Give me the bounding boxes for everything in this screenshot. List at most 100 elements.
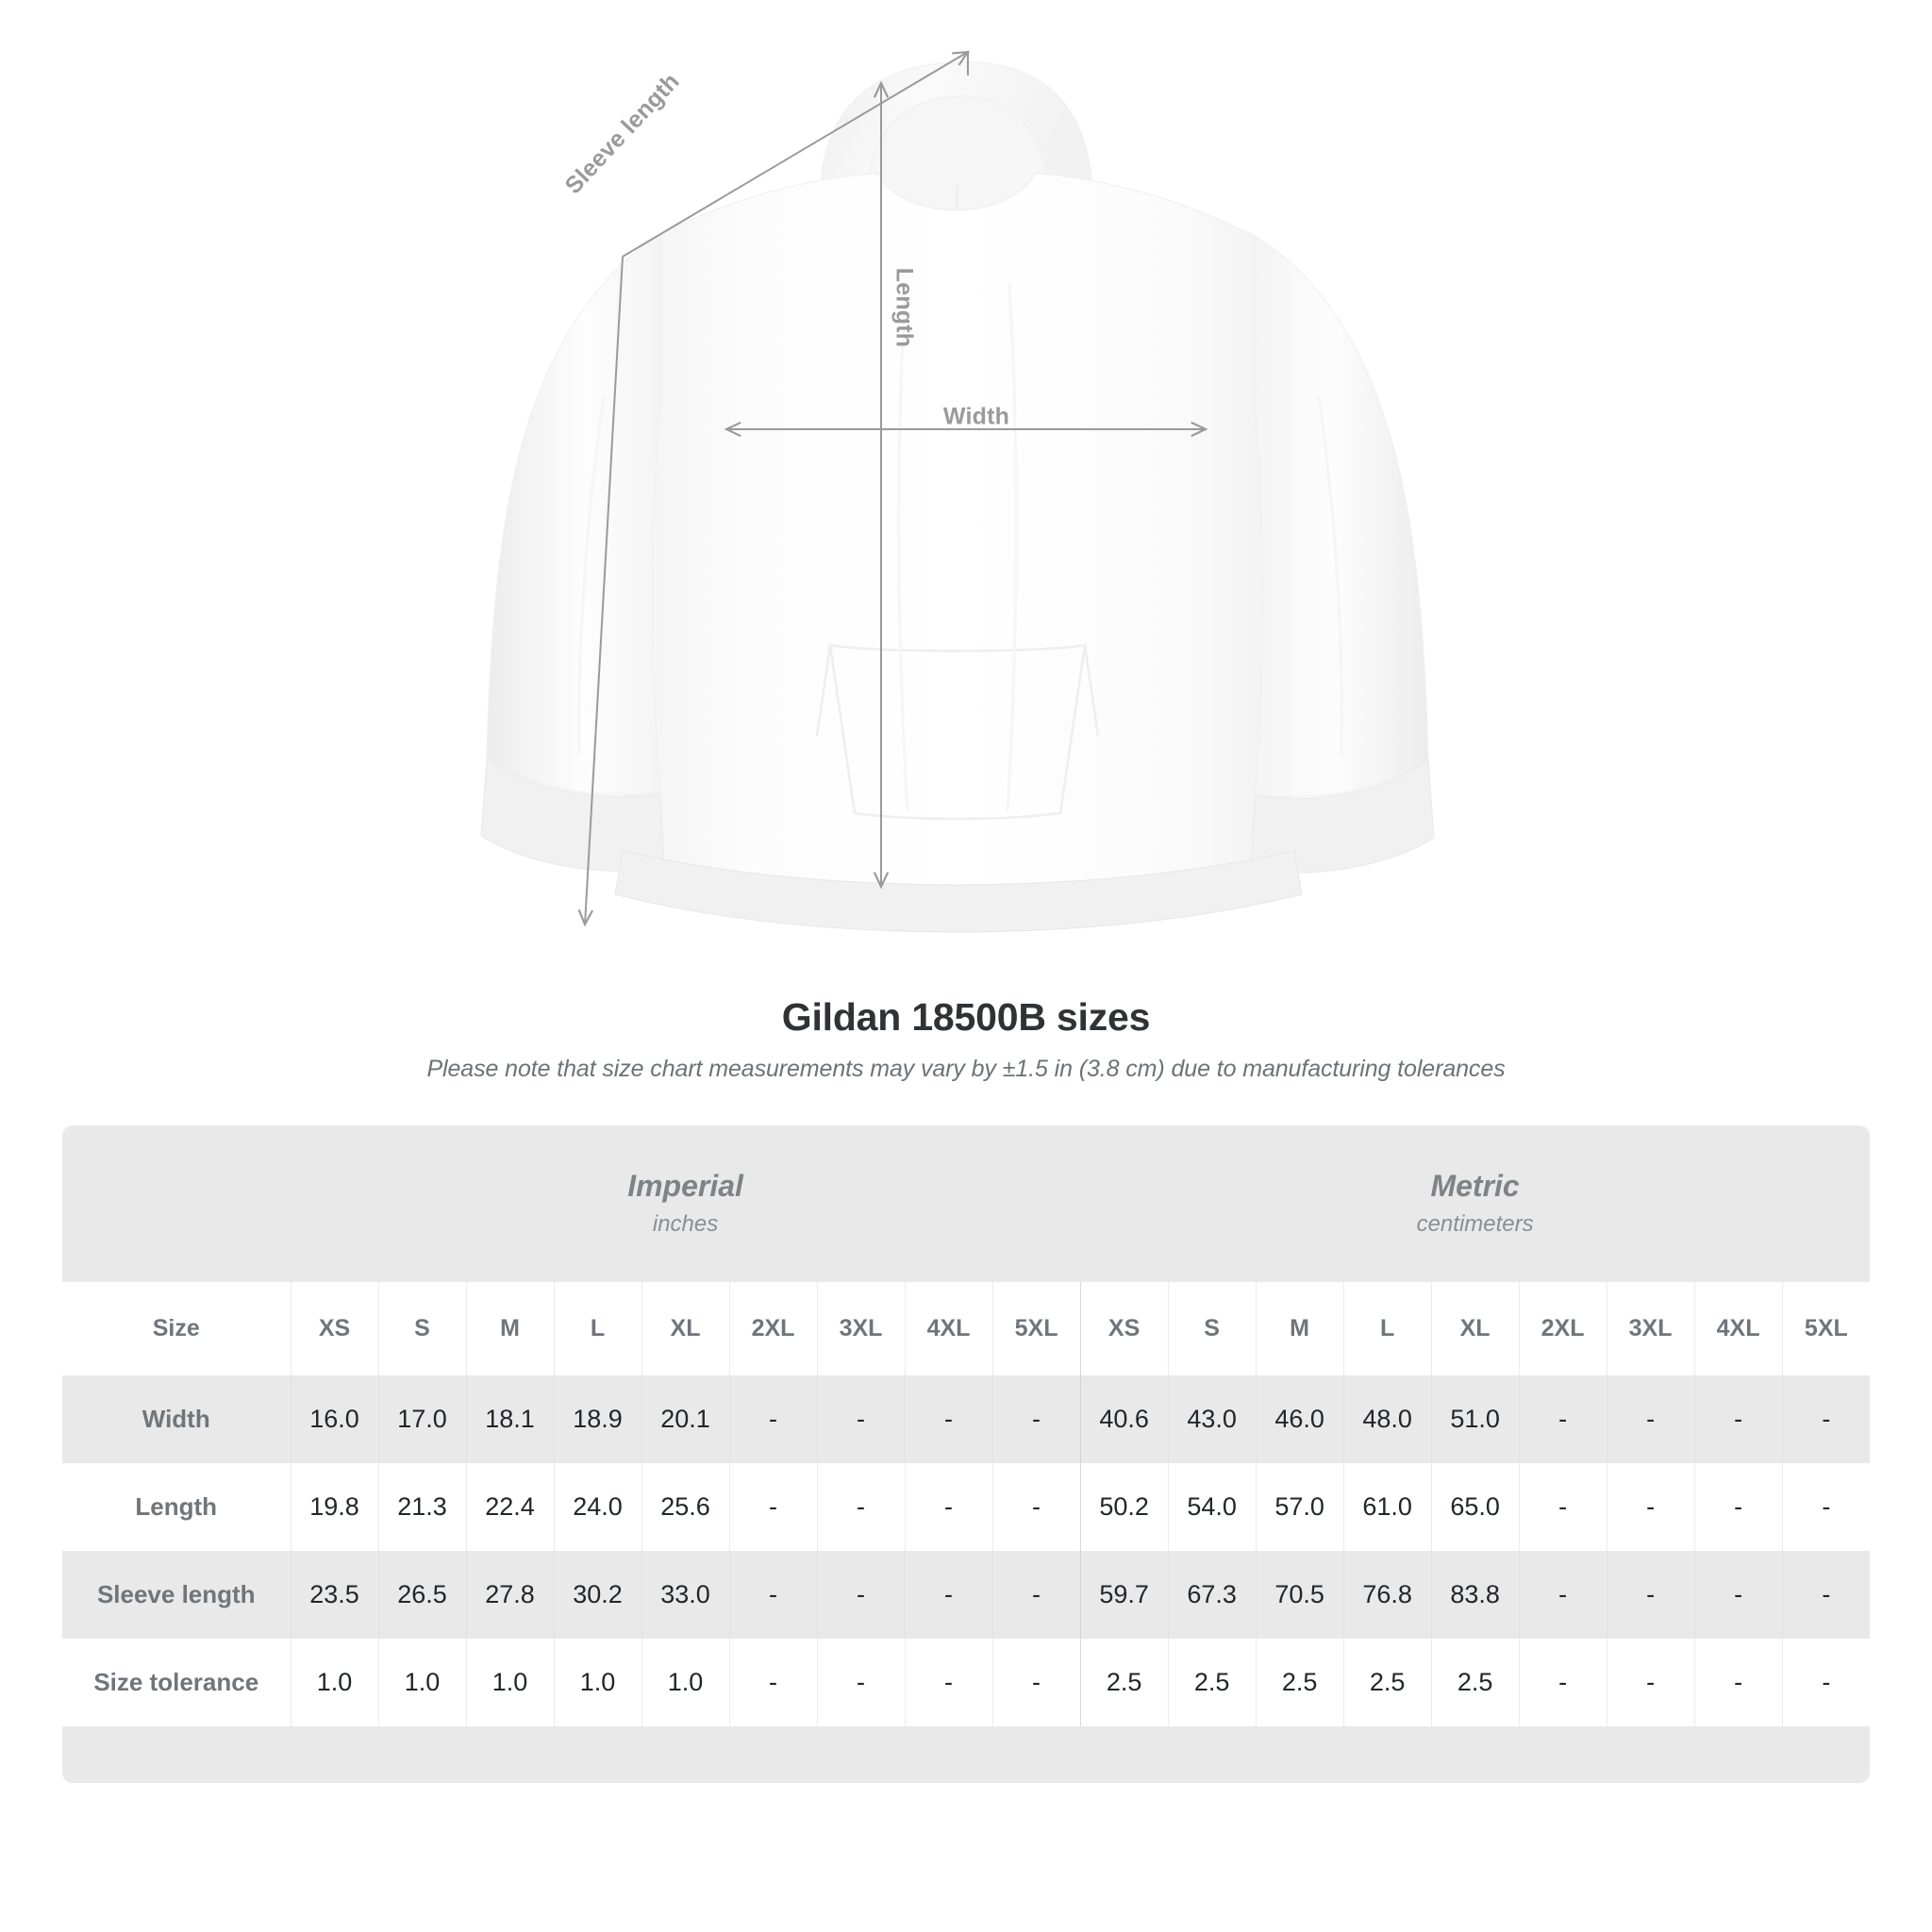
size-header-metric-l: L <box>1342 1282 1432 1375</box>
row-label-sleeve-length: Sleeve length <box>62 1551 291 1639</box>
cell-sleeve-length-metric-xs: 59.7 <box>1079 1551 1169 1639</box>
cell-length-metric-2xl: - <box>1518 1463 1607 1551</box>
cell-sleeve-length-metric-s: 67.3 <box>1167 1551 1257 1639</box>
unit-band-spacer <box>62 1125 291 1282</box>
cell-width-imperial-l: 18.9 <box>553 1375 641 1463</box>
page-subtitle: Please note that size chart measurements… <box>426 1056 1506 1082</box>
cell-sleeve-length-metric-l: 76.8 <box>1342 1551 1432 1639</box>
product-illustration: Sleeve length Length Width <box>480 0 1435 933</box>
cell-length-imperial-m: 22.4 <box>465 1463 554 1551</box>
size-header-imperial-2xl: 2XL <box>728 1282 817 1375</box>
sleeve-length-line <box>622 52 968 258</box>
page-title: Gildan 18500B sizes <box>781 995 1151 1039</box>
cell-length-metric-xs: 50.2 <box>1079 1463 1169 1551</box>
cell-size-tolerance-imperial-2xl: - <box>728 1639 817 1726</box>
size-header-metric-4xl: 4XL <box>1693 1282 1783 1375</box>
cell-size-tolerance-imperial-m: 1.0 <box>465 1639 554 1726</box>
unit-system-unit: inches <box>652 1211 719 1238</box>
unit-system-cell-metric: Metric centimeters <box>1080 1125 1870 1282</box>
cell-sleeve-length-imperial-xs: 23.5 <box>290 1551 378 1639</box>
cell-width-metric-4xl: - <box>1693 1375 1783 1463</box>
cell-sleeve-length-metric-2xl: - <box>1518 1551 1607 1639</box>
cell-size-tolerance-imperial-5xl: - <box>991 1639 1081 1726</box>
size-header-metric-xl: XL <box>1430 1282 1520 1375</box>
size-header-imperial-4xl: 4XL <box>904 1282 992 1375</box>
table-row: Width 16.0 17.0 18.1 18.9 20.1- - - -40.6 43.0 46.… <box>62 1375 1870 1463</box>
table-row: Size tolerance 1.0 1.0 1.0 1.0 1.0- - - -2.5 2.5 2… <box>62 1639 1870 1726</box>
cell-size-tolerance-imperial-l: 1.0 <box>553 1639 641 1726</box>
cell-size-tolerance-imperial-s: 1.0 <box>377 1639 466 1726</box>
cell-width-imperial-xl: 20.1 <box>641 1375 729 1463</box>
cell-sleeve-length-imperial-2xl: - <box>728 1551 817 1639</box>
cell-length-metric-l: 61.0 <box>1342 1463 1432 1551</box>
cell-length-metric-5xl: - <box>1781 1463 1870 1551</box>
cell-sleeve-length-metric-xl: 83.8 <box>1430 1551 1520 1639</box>
size-chart-table: Imperial inches Metric centimeters Size XS S M L… <box>62 1125 1870 1783</box>
size-chart-table-container: Imperial inches Metric centimeters Size XS S M L… <box>62 1125 1870 1783</box>
cell-width-metric-xs: 40.6 <box>1079 1375 1169 1463</box>
hoodie-body-shape <box>480 61 1435 933</box>
cell-size-tolerance-imperial-xs: 1.0 <box>290 1639 378 1726</box>
table-footer-cell <box>62 1726 1870 1783</box>
cell-length-metric-xl: 65.0 <box>1430 1463 1520 1551</box>
cell-width-imperial-5xl: - <box>991 1375 1081 1463</box>
cell-length-metric-4xl: - <box>1693 1463 1783 1551</box>
cell-width-metric-s: 43.0 <box>1167 1375 1257 1463</box>
table-footer-band <box>62 1726 1870 1783</box>
size-header-imperial-xs: XS <box>290 1282 378 1375</box>
cell-length-imperial-5xl: - <box>991 1463 1081 1551</box>
size-header-metric-3xl: 3XL <box>1606 1282 1695 1375</box>
cell-size-tolerance-metric-xs: 2.5 <box>1079 1639 1169 1726</box>
size-header-imperial-5xl: 5XL <box>991 1282 1081 1375</box>
cell-length-imperial-s: 21.3 <box>377 1463 466 1551</box>
cell-length-metric-3xl: - <box>1606 1463 1695 1551</box>
table-row: Length 19.8 21.3 22.4 24.0 25.6- - - -50.2 54.0 57… <box>62 1463 1870 1551</box>
cell-length-imperial-xs: 19.8 <box>290 1463 378 1551</box>
unit-system-name: Metric <box>1430 1169 1520 1204</box>
size-header-metric-m: M <box>1255 1282 1344 1375</box>
chart-title-block: Gildan 18500B sizes Please note that siz… <box>0 995 1932 1083</box>
size-header-imperial-xl: XL <box>641 1282 729 1375</box>
cell-length-imperial-3xl: - <box>816 1463 905 1551</box>
cell-length-metric-m: 57.0 <box>1255 1463 1344 1551</box>
size-header-metric-s: S <box>1167 1282 1257 1375</box>
cell-width-imperial-2xl: - <box>728 1375 817 1463</box>
size-header-metric-5xl: 5XL <box>1781 1282 1870 1375</box>
cell-length-imperial-4xl: - <box>904 1463 992 1551</box>
cell-size-tolerance-imperial-xl: 1.0 <box>641 1639 729 1726</box>
size-header-imperial-3xl: 3XL <box>816 1282 905 1375</box>
cell-size-tolerance-metric-4xl: - <box>1693 1639 1783 1726</box>
cell-width-metric-5xl: - <box>1781 1375 1870 1463</box>
cell-sleeve-length-imperial-5xl: - <box>991 1551 1081 1639</box>
cell-sleeve-length-imperial-xl: 33.0 <box>641 1551 729 1639</box>
cell-length-imperial-l: 24.0 <box>553 1463 641 1551</box>
row-label-size-tolerance: Size tolerance <box>62 1639 291 1726</box>
cell-sleeve-length-imperial-s: 26.5 <box>377 1551 466 1639</box>
cell-length-imperial-2xl: - <box>728 1463 817 1551</box>
cell-width-imperial-s: 17.0 <box>377 1375 466 1463</box>
cell-sleeve-length-metric-4xl: - <box>1693 1551 1783 1639</box>
size-header-imperial-s: S <box>377 1282 466 1375</box>
cell-sleeve-length-metric-3xl: - <box>1606 1551 1695 1639</box>
cell-size-tolerance-imperial-3xl: - <box>816 1639 905 1726</box>
cell-sleeve-length-imperial-l: 30.2 <box>553 1551 641 1639</box>
row-label-width: Width <box>62 1375 291 1463</box>
unit-system-cell-imperial: Imperial inches <box>291 1125 1081 1282</box>
sleeve-length-line-lower <box>585 256 624 924</box>
cell-length-metric-s: 54.0 <box>1167 1463 1257 1551</box>
cell-size-tolerance-metric-2xl: - <box>1518 1639 1607 1726</box>
cell-size-tolerance-metric-l: 2.5 <box>1342 1639 1432 1726</box>
size-column-label: Size <box>62 1282 291 1375</box>
cell-width-imperial-m: 18.1 <box>465 1375 554 1463</box>
unit-system-header-row: Imperial inches Metric centimeters <box>62 1125 1870 1282</box>
cell-width-metric-l: 48.0 <box>1342 1375 1432 1463</box>
cell-sleeve-length-metric-m: 70.5 <box>1255 1551 1344 1639</box>
cell-length-imperial-xl: 25.6 <box>641 1463 729 1551</box>
size-header-imperial-l: L <box>553 1282 641 1375</box>
cell-size-tolerance-metric-s: 2.5 <box>1167 1639 1257 1726</box>
cell-sleeve-length-imperial-4xl: - <box>904 1551 992 1639</box>
size-header-row: Size XS S M L XL 2XL 3XL 4XL 5XL XS S M L XL 2XL 3XL 4XL 5… <box>62 1282 1870 1375</box>
size-header-imperial-m: M <box>465 1282 554 1375</box>
hoodie-illustration-svg <box>480 0 1435 933</box>
